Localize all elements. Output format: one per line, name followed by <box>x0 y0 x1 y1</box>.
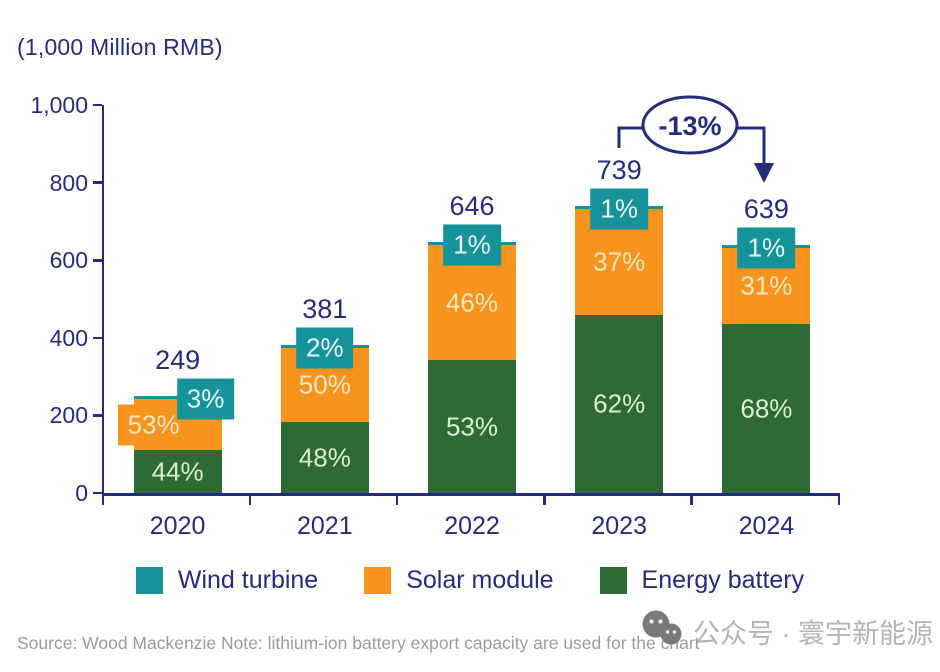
x-axis-category-label: 2020 <box>149 512 206 540</box>
legend-swatch-icon <box>135 567 163 594</box>
watermark-text: 公众号 · 寰宇新能源 <box>693 618 933 649</box>
energy-battery-pct-label: 48% <box>298 442 351 473</box>
x-axis-tick <box>543 495 546 505</box>
y-axis-tick <box>93 491 102 495</box>
bar-segment-energy-battery <box>280 422 369 493</box>
solar-module-pct-label: 37% <box>593 246 646 277</box>
solar-module-pct-label: 50% <box>298 369 351 400</box>
legend-item: Wind turbine <box>135 566 319 595</box>
x-axis-category-label: 2024 <box>738 512 795 540</box>
wind-turbine-pct-label: 1% <box>737 227 796 269</box>
bar-segment-energy-battery <box>428 360 516 493</box>
y-axis-tick-label: 1,000 <box>30 92 88 118</box>
x-axis-category-label: 2022 <box>444 512 500 540</box>
solar-module-pct-label: 46% <box>445 287 499 317</box>
x-axis-category-label: 2023 <box>591 512 647 540</box>
chart-legend: Wind turbine Solar module Energy battery <box>0 566 940 595</box>
y-axis-tick <box>93 414 102 417</box>
x-axis-tick <box>395 495 399 505</box>
x-axis-category-label: 2021 <box>296 512 353 540</box>
x-axis-tick <box>690 495 693 505</box>
y-axis-tick-label: 600 <box>49 247 88 274</box>
x-axis-tick <box>248 495 252 505</box>
energy-battery-pct-label: 62% <box>593 388 646 419</box>
legend-item: Solar module <box>364 566 554 595</box>
watermark: 公众号 · 寰宇新能源 <box>640 610 933 652</box>
legend-item: Energy battery <box>599 566 805 595</box>
wind-turbine-pct-label: 1% <box>443 224 501 266</box>
wechat-icon <box>642 610 682 645</box>
bar-segment-energy-battery <box>722 324 811 493</box>
y-axis-tick <box>93 103 102 107</box>
y-axis-tick <box>93 336 102 340</box>
wind-turbine-pct-label: 2% <box>296 327 354 369</box>
y-axis-tick-label: 800 <box>49 169 88 196</box>
solar-module-pct-label: 53% <box>117 404 190 446</box>
bar-segment-energy-battery <box>575 315 664 493</box>
bar-total-label: 739 <box>596 155 642 186</box>
legend-label: Energy battery <box>641 566 805 594</box>
y-axis-tick-label: 400 <box>49 324 88 351</box>
energy-battery-pct-label: 68% <box>740 393 793 424</box>
solar-module-pct-label: 31% <box>740 270 793 301</box>
bar-segment-energy-battery <box>133 450 222 493</box>
legend-swatch-icon <box>599 567 627 594</box>
y-axis-tick <box>93 181 102 184</box>
legend-label: Solar module <box>406 566 554 594</box>
bar-total-label: 639 <box>743 194 789 225</box>
y-axis-line <box>101 105 104 495</box>
bar-total-label: 646 <box>449 191 495 222</box>
energy-battery-pct-label: 53% <box>445 411 499 442</box>
bar-total-label: 381 <box>302 294 348 325</box>
wind-turbine-pct-label: 3% <box>176 378 235 420</box>
energy-battery-pct-label: 44% <box>151 456 204 487</box>
x-axis-tick <box>101 495 104 505</box>
legend-label: Wind turbine <box>177 566 319 594</box>
legend-swatch-icon <box>364 567 392 594</box>
y-axis-tick <box>93 259 102 262</box>
source-note: Source: Wood Mackenzie Note: lithium-ion… <box>17 633 700 653</box>
bar-total-label: 249 <box>155 345 201 376</box>
y-axis-tick-label: 0 <box>75 480 88 506</box>
chart-title: (1,000 Million RMB) <box>17 34 223 60</box>
wind-turbine-pct-label: 1% <box>590 188 648 230</box>
y-axis-tick-label: 200 <box>49 402 88 429</box>
x-axis-line <box>101 493 840 496</box>
x-axis-tick <box>837 495 840 505</box>
